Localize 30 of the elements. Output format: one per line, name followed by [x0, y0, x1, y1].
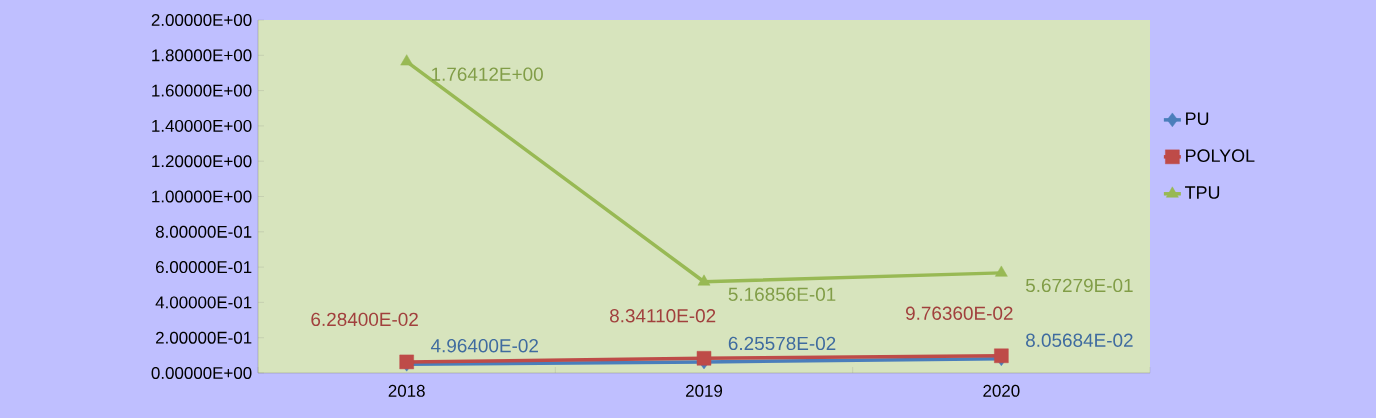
data-label: 6.28400E-02 [311, 312, 418, 327]
y-tick-label: 1.20000E+00 [152, 155, 252, 168]
y-tick-label: 2.00000E+00 [151, 14, 252, 26]
y-tick-label: 1.80000E+00 [152, 49, 252, 62]
data-label: 5.67279E-01 [1025, 278, 1133, 293]
point [696, 351, 712, 366]
data-label: 1.76412E+00 [431, 67, 543, 81]
data-label: 4.96400E-02 [430, 338, 538, 353]
y-tick-label: 2.00000E-01 [156, 331, 252, 344]
legend-label: TPU [1185, 186, 1220, 199]
y-tick-label: 6.00000E-01 [156, 261, 252, 274]
data-label: 5.16856E-01 [728, 287, 836, 302]
y-tick-label: 4.00000E-01 [155, 296, 252, 309]
legend-label: POLYOL [1186, 149, 1255, 162]
data-label: 9.76360E-02 [905, 306, 1013, 320]
point [995, 265, 1008, 277]
x-tick-label: 2020 [983, 384, 1020, 397]
legend-label: PU [1186, 112, 1209, 125]
data-label: 8.05684E-02 [1026, 333, 1133, 347]
point [400, 54, 413, 66]
data-label: 8.34110E-02 [610, 309, 716, 323]
y-tick-label: 0.00000E+00 [151, 367, 252, 379]
x-tick-label: 2018 [388, 384, 425, 397]
y-tick-label: 1.60000E+00 [152, 84, 252, 97]
y-tick-label: 1.40000E+00 [152, 119, 252, 132]
y-tick-label: 8.00000E-01 [155, 225, 252, 238]
data-label: 6.25578E-02 [728, 336, 836, 351]
x-tick-label: 2019 [686, 384, 723, 397]
point [697, 274, 711, 286]
y-tick-label: 1.00000E+00 [152, 190, 252, 203]
